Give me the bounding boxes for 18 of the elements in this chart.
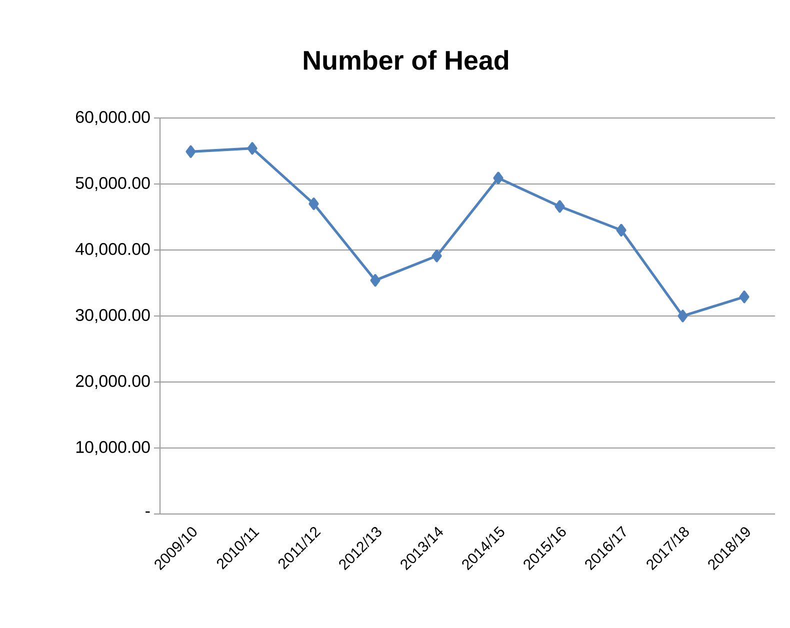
- y-tick-label: 20,000.00: [76, 374, 150, 389]
- y-tick-label: 30,000.00: [76, 308, 150, 323]
- point: [739, 290, 750, 304]
- chart-title: Number of Head: [304, 50, 508, 70]
- point: [432, 250, 442, 262]
- point: [616, 224, 626, 236]
- point: [370, 274, 380, 287]
- y-tick-label: 10,000.00: [76, 440, 150, 455]
- point: [678, 310, 688, 322]
- point: [186, 145, 196, 158]
- point: [247, 142, 258, 155]
- point: [308, 198, 319, 210]
- y-tick-label: 50,000.00: [76, 176, 150, 191]
- point: [554, 200, 565, 213]
- y-tick-label: -: [146, 511, 150, 513]
- y-tick-label: 40,000.00: [76, 242, 150, 257]
- y-tick-label: 60,000.00: [76, 110, 150, 125]
- point: [493, 172, 504, 184]
